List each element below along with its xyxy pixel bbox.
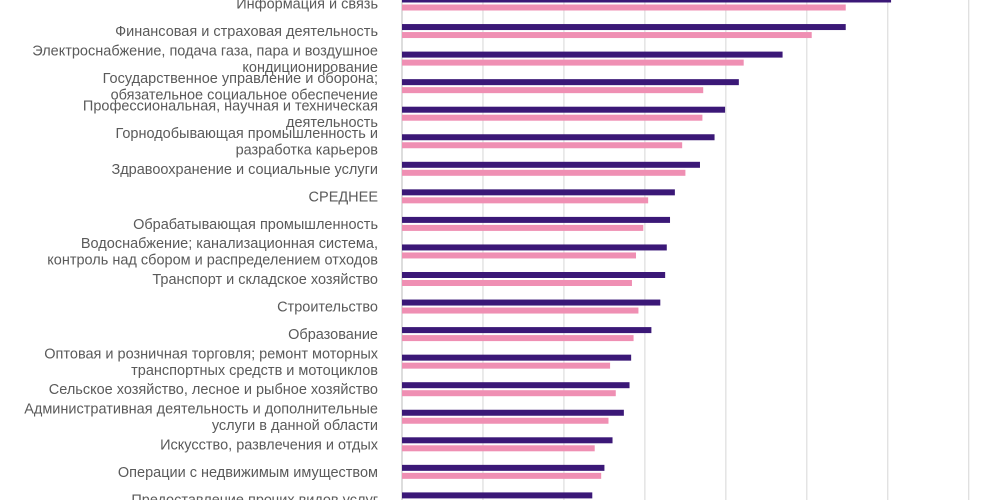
category-label: СРЕДНЕЕ	[309, 189, 379, 205]
category-label: Финансовая и страховая деятельность	[115, 24, 378, 40]
bar-series-2	[402, 224, 644, 231]
category-label: Операции с недвижимым имуществом	[118, 465, 378, 481]
category-label: кондиционирование	[242, 60, 378, 76]
category-label: Информация и связь	[236, 0, 378, 13]
category-label: Электроснабжение, подача газа, пара и во…	[32, 43, 378, 59]
category-label: услуги в данной области	[212, 418, 378, 434]
bar-series-1	[402, 51, 783, 58]
bar-series-2	[402, 197, 649, 204]
category-label: Оптовая и розничная торговля; ремонт мот…	[44, 346, 378, 362]
bar-series-1	[402, 161, 700, 168]
bar-series-2	[402, 87, 704, 94]
category-label: Обрабатывающая промышленность	[133, 217, 378, 233]
bar-series-2	[402, 335, 634, 342]
category-label: деятельность	[286, 115, 378, 131]
bar-series-1	[402, 24, 846, 31]
bar-series-1	[402, 134, 715, 141]
category-label: Сельское хозяйство, лесное и рыбное хозя…	[49, 382, 378, 398]
bar-series-1	[402, 106, 726, 113]
bars	[402, 0, 892, 499]
bar-series-2	[402, 32, 812, 39]
bar-series-1	[402, 464, 605, 471]
bar-series-2	[402, 142, 683, 149]
bar-series-1	[402, 437, 613, 444]
category-labels: Информация и связь Финансовая и страховая…	[24, 0, 379, 500]
bar-series-1	[402, 189, 675, 196]
bar-series-1	[402, 299, 661, 306]
category-label: Транспорт и складское хозяйство	[152, 272, 378, 288]
bar-series-1	[402, 327, 652, 334]
bar-series-2	[402, 59, 744, 66]
category-label: Административная деятельность и дополнит…	[24, 402, 378, 418]
bar-series-2	[402, 390, 616, 397]
bar-series-2	[402, 417, 609, 424]
category-label: контроль над сбором и распределением отх…	[47, 253, 378, 269]
category-label: Государственное управление и оборона;	[103, 71, 378, 87]
category-label: Здравоохранение и социальные услуги	[111, 162, 378, 178]
bar-series-1	[402, 272, 666, 278]
bar-series-1	[402, 492, 593, 499]
category-label: Предоставление прочих видов услуг	[131, 492, 378, 500]
bar-series-2	[402, 114, 703, 121]
category-label: Образование	[288, 327, 378, 343]
bar-series-2	[402, 252, 637, 259]
bar-series-1	[402, 244, 667, 251]
category-label: разработка карьеров	[236, 143, 379, 159]
bar-series-1	[402, 409, 624, 416]
bar-series-1	[402, 79, 739, 86]
bar-series-2	[402, 280, 632, 286]
bar-series-2	[402, 4, 846, 11]
category-label: Водоснабжение; канализационная система,	[81, 236, 378, 252]
bar-series-2	[402, 445, 595, 452]
bar-series-2	[402, 169, 686, 176]
category-label: обязательное социальное обеспечение	[111, 87, 378, 103]
bar-series-1	[402, 0, 892, 3]
bar-series-1	[402, 382, 630, 389]
category-label: транспортных средств и мотоциклов	[131, 363, 378, 379]
bar-series-1	[402, 354, 632, 361]
category-label: Профессиональная, научная и техническая	[83, 98, 378, 114]
bar-series-2	[402, 362, 611, 369]
category-label: Горнодобывающая промышленность и	[115, 126, 378, 142]
bar-series-1	[402, 216, 671, 223]
bar-series-2	[402, 472, 602, 479]
category-label: Строительство	[277, 300, 378, 316]
category-label: Искусство, развлечения и отдых	[160, 437, 379, 453]
bar-series-2	[402, 307, 639, 314]
